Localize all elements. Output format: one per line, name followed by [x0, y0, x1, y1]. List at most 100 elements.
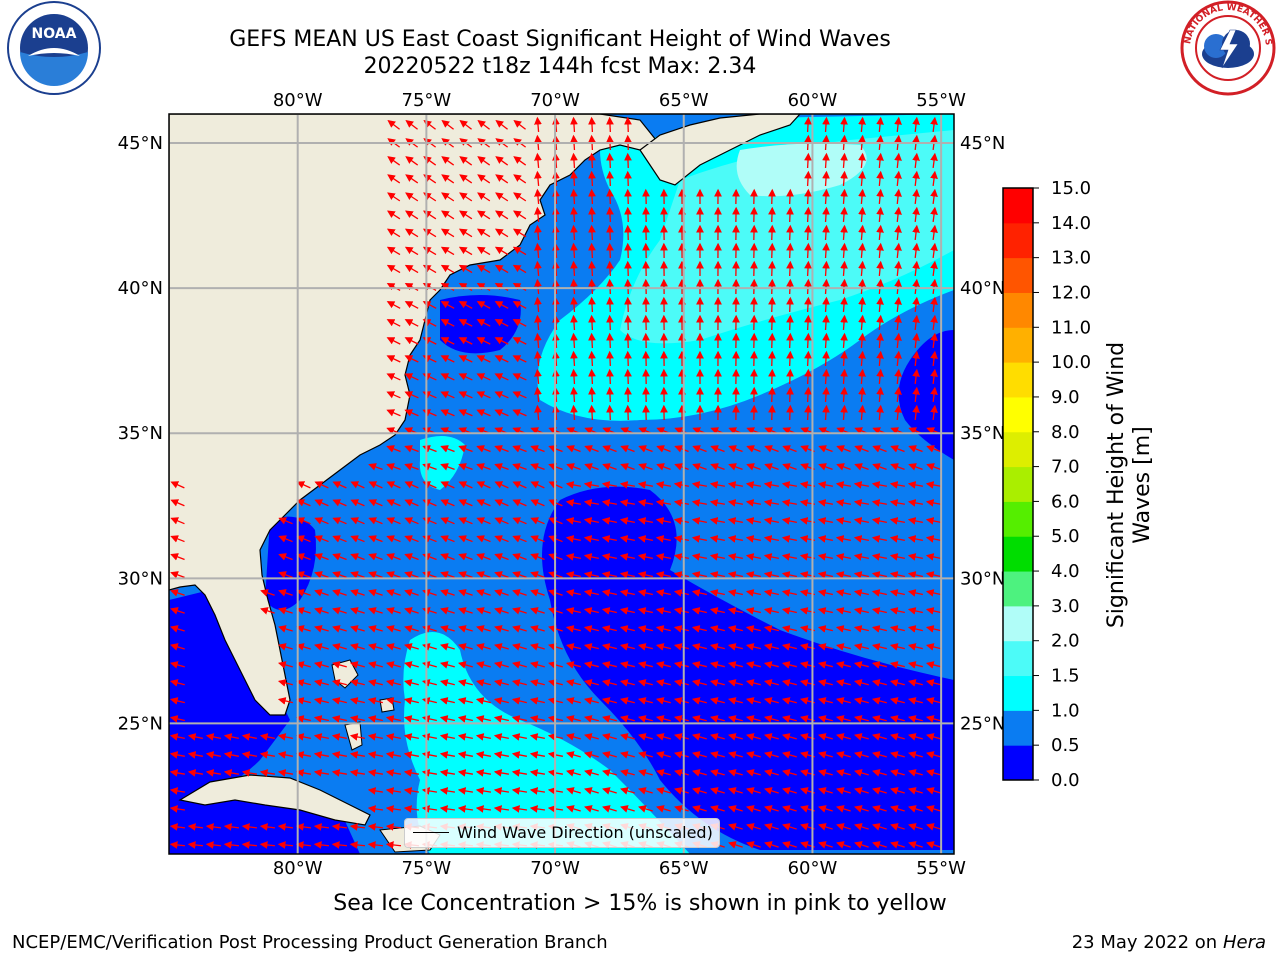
wave-direction-arrow — [296, 535, 311, 543]
wave-direction-arrow — [495, 192, 509, 202]
wave-direction-arrow — [840, 116, 848, 133]
wave-direction-arrow — [912, 224, 920, 241]
wave-direction-arrow — [588, 350, 596, 367]
wave-direction-arrow — [476, 228, 491, 238]
wave-direction-arrow — [386, 409, 401, 417]
wave-direction-arrow — [511, 661, 527, 669]
wave-direction-arrow — [876, 188, 884, 205]
wave-direction-arrow — [386, 499, 401, 507]
wave-direction-arrow — [570, 332, 578, 349]
wave-direction-arrow — [570, 386, 578, 403]
wave-direction-arrow — [606, 386, 614, 403]
wave-direction-arrow — [314, 589, 329, 597]
wave-direction-arrow — [925, 733, 941, 741]
wave-direction-arrow — [894, 170, 902, 187]
chart-title: GEFS MEAN US East Coast Significant Heig… — [229, 27, 891, 52]
wave-direction-arrow — [439, 697, 455, 705]
wave-direction-arrow — [691, 589, 707, 597]
wave-direction-arrow — [278, 589, 293, 597]
wave-direction-arrow — [457, 679, 473, 687]
wave-direction-arrow — [458, 481, 473, 489]
lon-tick-top: 70°W — [530, 90, 580, 111]
wave-direction-arrow — [768, 314, 776, 331]
wave-direction-arrow — [494, 517, 509, 525]
wave-direction-arrow — [458, 319, 473, 327]
wave-direction-arrow — [386, 625, 401, 633]
wave-direction-arrow — [894, 332, 902, 349]
colorbar-swatch — [1003, 431, 1033, 468]
wave-direction-arrow — [588, 296, 596, 313]
colorbar-tick-label: 8.0 — [1051, 422, 1080, 443]
wave-direction-arrow — [313, 697, 329, 705]
lat-tick-left: 40°N — [118, 278, 163, 299]
wave-direction-arrow — [511, 679, 527, 687]
wave-direction-arrow — [745, 715, 761, 723]
wave-direction-arrow — [619, 661, 635, 669]
wave-direction-arrow — [709, 499, 725, 507]
wave-direction-arrow — [835, 625, 851, 633]
wave-direction-arrow — [386, 571, 401, 579]
wave-direction-arrow — [763, 607, 779, 615]
wave-direction-arrow — [655, 625, 671, 633]
wave-direction-arrow — [494, 571, 509, 579]
wave-direction-arrow — [624, 260, 632, 277]
colorbar-swatch — [1003, 605, 1033, 642]
wave-direction-arrow — [907, 499, 923, 507]
wave-direction-arrow — [606, 170, 614, 187]
wave-direction-arrow — [858, 386, 866, 403]
wave-direction-arrow — [835, 607, 851, 615]
wave-direction-arrow — [822, 332, 830, 349]
wave-direction-arrow — [170, 625, 185, 633]
wave-direction-arrow — [745, 625, 761, 633]
wave-direction-arrow — [368, 481, 383, 489]
lat-tick-right: 35°N — [960, 423, 1005, 444]
wave-direction-arrow — [476, 571, 491, 579]
wave-direction-arrow — [296, 643, 311, 651]
wave-direction-arrow — [876, 206, 884, 223]
wave-direction-arrow — [441, 192, 455, 202]
wave-direction-arrow — [889, 499, 905, 507]
wave-direction-arrow — [368, 571, 383, 579]
wave-direction-arrow — [332, 517, 347, 525]
wave-direction-arrow — [331, 733, 347, 741]
wave-direction-arrow — [494, 409, 509, 417]
colorbar-tick-label: 6.0 — [1051, 491, 1080, 512]
wave-direction-arrow — [691, 661, 707, 669]
wave-direction-arrow — [458, 499, 473, 507]
wave-zone-south — [403, 632, 690, 854]
wave-direction-arrow — [386, 535, 401, 543]
wave-direction-arrow — [786, 278, 794, 295]
wave-direction-arrow — [709, 715, 725, 723]
wave-direction-arrow — [588, 224, 596, 241]
wave-direction-arrow — [853, 535, 869, 543]
wave-direction-arrow — [512, 571, 527, 579]
wave-direction-arrow — [673, 589, 689, 597]
wave-direction-arrow — [673, 517, 689, 525]
wave-direction-arrow — [405, 174, 419, 184]
wave-direction-arrow — [912, 242, 920, 259]
wave-direction-arrow — [602, 463, 617, 471]
wave-direction-arrow — [768, 368, 776, 385]
wave-direction-arrow — [512, 589, 527, 597]
wave-direction-arrow — [296, 625, 311, 633]
wave-direction-arrow — [781, 733, 797, 741]
wave-direction-arrow — [606, 242, 614, 259]
wave-direction-arrow — [475, 661, 491, 669]
wave-direction-arrow — [889, 679, 905, 687]
wave-direction-arrow — [817, 499, 833, 507]
wave-direction-arrow — [656, 463, 671, 471]
wave-direction-arrow — [331, 661, 347, 669]
wave-direction-arrow — [278, 517, 293, 525]
colorbar-swatch — [1003, 745, 1033, 781]
wave-direction-arrow — [187, 751, 203, 759]
wave-direction-arrow — [853, 625, 869, 633]
legend: Wind Wave Direction (unscaled) — [404, 818, 720, 848]
wave-direction-arrow — [601, 643, 617, 651]
wave-direction-arrow — [822, 314, 830, 331]
wave-direction-arrow — [727, 679, 743, 687]
wave-direction-arrow — [386, 607, 401, 615]
wave-direction-arrow — [840, 386, 848, 403]
wave-direction-arrow — [583, 625, 599, 633]
wave-direction-arrow — [534, 242, 542, 259]
wave-direction-arrow — [385, 679, 401, 687]
